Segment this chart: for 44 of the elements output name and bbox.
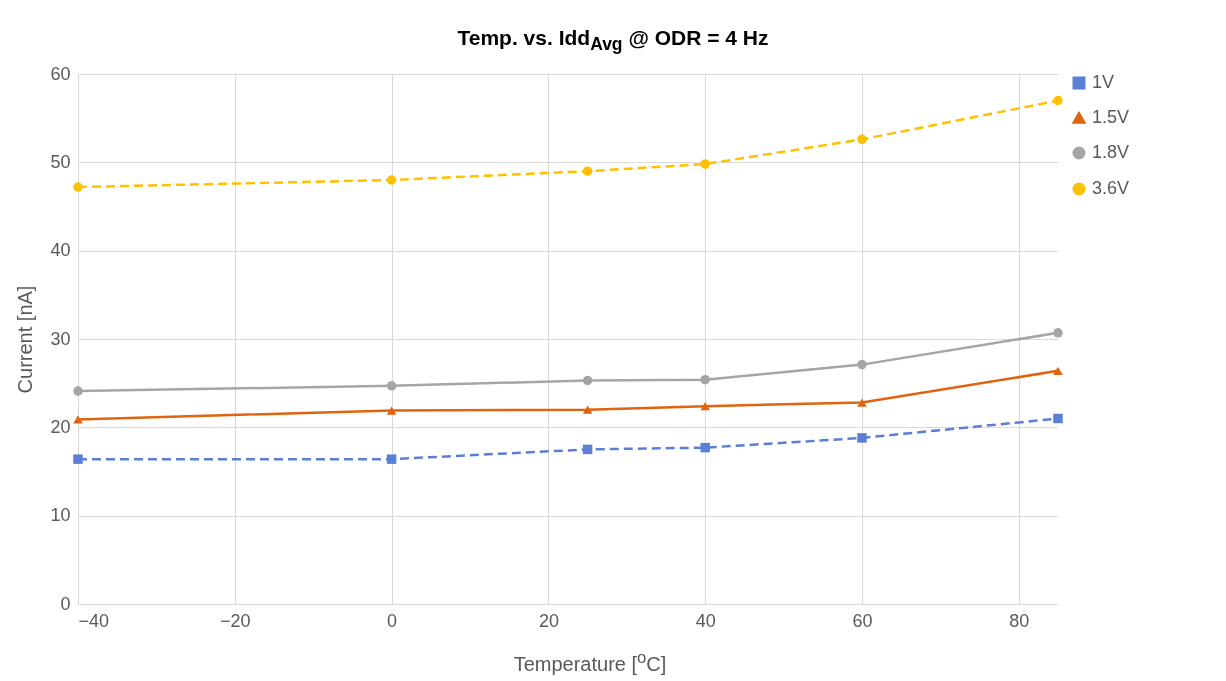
point [386,381,397,391]
y-axis-title: Current [nA] [14,285,37,394]
x-tick-label: 0 [387,610,398,631]
point [1053,328,1063,338]
legend-label: 3.6V [1092,178,1130,198]
point [1053,366,1063,375]
point [700,442,710,453]
point [582,405,593,414]
x-tick-label: −40 [78,610,110,631]
point [386,406,397,415]
point [700,159,710,169]
legend-label: 1V [1092,72,1115,92]
point [700,374,710,385]
chart-title: Temp. vs. Idd$_{Avg}$ @ ODR = 4 Hz [456,26,770,56]
x-tick-label: 40 [695,610,716,631]
point [857,359,867,370]
point [582,375,593,386]
point [1053,95,1063,106]
x-axis-title: Temperature [$^{o}$C] [512,648,668,676]
point [700,402,710,411]
y-tick-label: 30 [50,328,71,349]
x-tick-label: 20 [538,610,559,631]
point [386,454,397,464]
point [857,134,867,145]
y-tick-label: 40 [50,240,71,261]
point [73,182,83,192]
legend-label: 1.5V [1092,107,1130,127]
x-tick-label: 60 [852,610,873,631]
point [582,444,593,455]
point [73,386,83,396]
point [857,433,867,443]
point [857,398,867,407]
y-tick-label: 50 [50,151,71,172]
y-tick-label: 60 [50,63,71,84]
x-tick-label: 80 [1009,610,1030,631]
point [582,166,593,176]
point [1053,413,1063,424]
legend-label: 1.8V [1092,142,1130,162]
y-tick-label: 0 [60,593,71,614]
x-tick-label: −20 [220,610,251,631]
point [386,175,397,185]
point [73,454,83,464]
y-tick-label: 20 [50,416,71,437]
y-tick-label: 10 [50,505,71,526]
